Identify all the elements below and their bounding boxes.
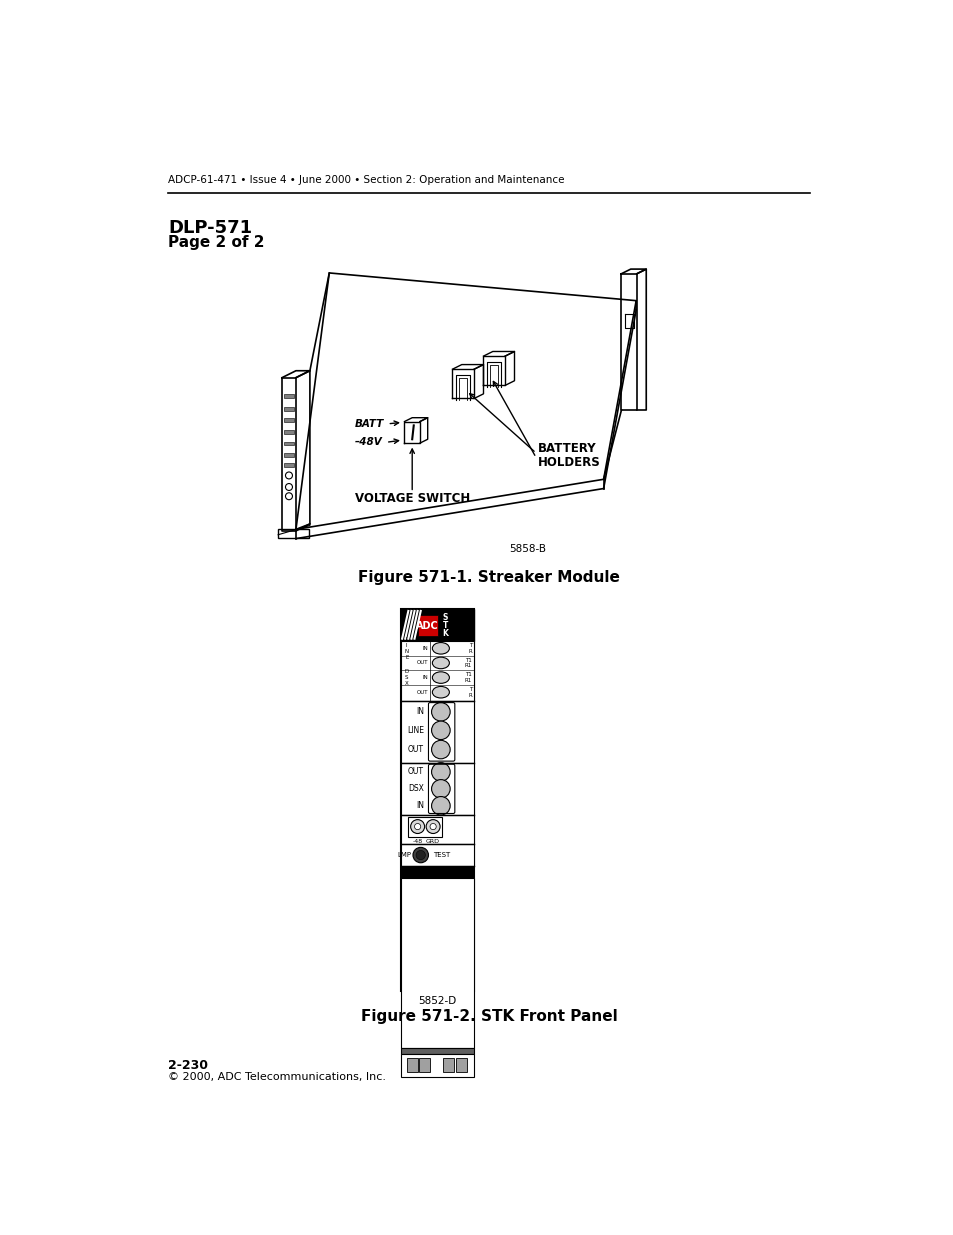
Bar [417, 615, 437, 636]
Ellipse shape [432, 657, 449, 668]
Text: T
R: T R [468, 687, 472, 698]
Circle shape [416, 851, 425, 860]
Text: DSX: DSX [408, 784, 423, 793]
Bar [283, 394, 294, 398]
Text: 2-230: 2-230 [168, 1060, 208, 1072]
Bar [400, 878, 474, 1047]
Bar [283, 430, 294, 433]
Bar [283, 453, 294, 457]
Bar [283, 442, 294, 446]
Bar [400, 609, 474, 992]
Text: T1
R1: T1 R1 [464, 657, 472, 668]
Circle shape [431, 763, 450, 782]
Bar [401, 609, 418, 640]
Text: Page 2 of 2: Page 2 of 2 [168, 235, 264, 251]
Text: VOLTAGE SWITCH: VOLTAGE SWITCH [355, 492, 469, 505]
Circle shape [431, 721, 450, 740]
Ellipse shape [432, 642, 449, 655]
Text: D
S
X: D S X [404, 669, 409, 685]
Ellipse shape [432, 672, 449, 683]
Text: BATTERY: BATTERY [537, 442, 596, 454]
Text: OUT: OUT [416, 689, 428, 695]
Bar [400, 763, 474, 815]
Circle shape [426, 820, 439, 834]
Text: HOLDERS: HOLDERS [537, 456, 599, 469]
Text: K: K [442, 629, 448, 637]
Text: T1
R1: T1 R1 [464, 672, 472, 683]
Circle shape [431, 779, 450, 798]
Circle shape [430, 824, 436, 830]
Text: TEST: TEST [433, 852, 450, 858]
Bar [400, 845, 474, 866]
Bar [406, 1058, 417, 1072]
Bar [400, 641, 474, 701]
Text: 5858-B: 5858-B [509, 543, 545, 553]
Ellipse shape [432, 687, 449, 698]
Text: GRD: GRD [426, 840, 439, 845]
Bar [283, 419, 294, 422]
Bar [443, 1058, 454, 1072]
Text: OUT: OUT [416, 661, 428, 666]
Text: -48: -48 [412, 840, 422, 845]
Text: T
R: T R [468, 643, 472, 653]
Bar [400, 609, 474, 641]
Bar [283, 463, 294, 467]
Circle shape [413, 847, 428, 863]
Text: IN: IN [422, 676, 428, 680]
Circle shape [431, 703, 450, 721]
Bar [456, 1058, 467, 1072]
Circle shape [431, 740, 450, 758]
Text: OUT: OUT [407, 767, 423, 777]
Text: BATT: BATT [355, 419, 384, 429]
Text: Figure 571-1. Streaker Module: Figure 571-1. Streaker Module [357, 571, 619, 585]
Bar [400, 1047, 474, 1053]
Text: –48V: –48V [355, 437, 382, 447]
Text: IN: IN [422, 646, 428, 651]
Text: L
I
N
E: L I N E [404, 637, 409, 659]
Bar [278, 529, 309, 537]
Text: OUT: OUT [407, 745, 423, 755]
Text: LMP: LMP [397, 852, 411, 858]
Circle shape [410, 820, 424, 834]
Text: LINE: LINE [406, 726, 423, 735]
Bar [408, 816, 442, 836]
Bar [400, 866, 474, 878]
Bar [400, 1053, 474, 1077]
Text: Figure 571-2. STK Front Panel: Figure 571-2. STK Front Panel [360, 1009, 617, 1024]
Text: IN: IN [416, 802, 423, 810]
Text: DLP-571: DLP-571 [168, 219, 252, 237]
Bar [418, 1058, 430, 1072]
Text: ADC: ADC [416, 621, 438, 631]
Bar [400, 815, 474, 845]
Text: 5852-D: 5852-D [417, 995, 456, 1005]
Circle shape [431, 797, 450, 815]
Text: © 2000, ADC Telecommunications, Inc.: © 2000, ADC Telecommunications, Inc. [168, 1072, 386, 1082]
Text: S: S [442, 614, 447, 622]
Bar [400, 701, 474, 763]
Text: ADCP-61-471 • Issue 4 • June 2000 • Section 2: Operation and Maintenance: ADCP-61-471 • Issue 4 • June 2000 • Sect… [168, 175, 564, 185]
Circle shape [415, 824, 420, 830]
Text: T: T [442, 621, 447, 630]
Bar [283, 406, 294, 411]
Text: IN: IN [416, 708, 423, 716]
